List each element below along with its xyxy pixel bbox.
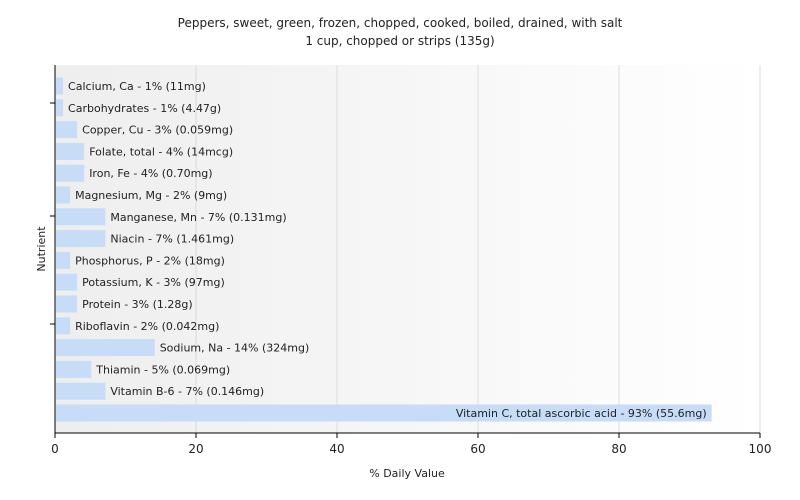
x-tick-label: 80 — [611, 442, 626, 456]
bar — [56, 273, 78, 291]
x-tick-label: 0 — [51, 442, 59, 456]
bar — [56, 186, 71, 204]
x-tick-label: 100 — [749, 442, 772, 456]
chart-subtitle: 1 cup, chopped or strips (135g) — [305, 34, 494, 48]
bar-label: Phosphorus, P - 2% (18mg) — [75, 254, 225, 267]
plot-area — [55, 65, 760, 433]
bar-label: Thiamin - 5% (0.069mg) — [95, 363, 230, 376]
chart-title: Peppers, sweet, green, frozen, chopped, … — [178, 16, 623, 30]
bar — [56, 339, 155, 357]
bar — [56, 142, 85, 160]
bar-label: Magnesium, Mg - 2% (9mg) — [75, 189, 227, 202]
bar-label: Iron, Fe - 4% (0.70mg) — [89, 167, 212, 180]
bar — [56, 382, 106, 400]
y-axis-ticks — [50, 102, 55, 325]
bar — [56, 121, 78, 139]
bar-label: Vitamin C, total ascorbic acid - 93% (55… — [456, 407, 707, 420]
bar-label: Folate, total - 4% (14mcg) — [89, 145, 233, 158]
bars — [56, 77, 712, 422]
bar — [56, 99, 64, 117]
bar-label: Protein - 3% (1.28g) — [82, 298, 193, 311]
bar-label: Calcium, Ca - 1% (11mg) — [68, 80, 206, 93]
bar-label: Sodium, Na - 14% (324mg) — [160, 342, 310, 355]
y-axis-title: Nutrient — [35, 226, 48, 272]
bar — [56, 164, 85, 182]
bar-label: Vitamin B-6 - 7% (0.146mg) — [110, 385, 264, 398]
bar — [56, 77, 64, 95]
bar-labels: Calcium, Ca - 1% (11mg) Carbohydrates - 1… — [68, 80, 707, 420]
bar — [56, 295, 78, 313]
x-axis-ticks: 0 20 40 60 80 100 — [51, 433, 771, 456]
bar — [56, 404, 712, 422]
bar — [56, 230, 106, 248]
x-axis-title: % Daily Value — [369, 467, 445, 480]
x-tick-label: 60 — [470, 442, 485, 456]
bar-label: Carbohydrates - 1% (4.47g) — [68, 102, 221, 115]
bar — [56, 208, 106, 226]
x-tick-label: 40 — [329, 442, 344, 456]
bar — [56, 360, 92, 378]
bar — [56, 251, 71, 269]
bar-label: Copper, Cu - 3% (0.059mg) — [82, 124, 233, 137]
bar — [56, 317, 71, 335]
grid-lines — [195, 65, 761, 433]
x-tick-label: 20 — [188, 442, 203, 456]
bar-label: Potassium, K - 3% (97mg) — [82, 276, 225, 289]
bar-label: Riboflavin - 2% (0.042mg) — [75, 320, 219, 333]
bar-label: Manganese, Mn - 7% (0.131mg) — [110, 211, 286, 224]
bar-label: Niacin - 7% (1.461mg) — [110, 233, 234, 246]
